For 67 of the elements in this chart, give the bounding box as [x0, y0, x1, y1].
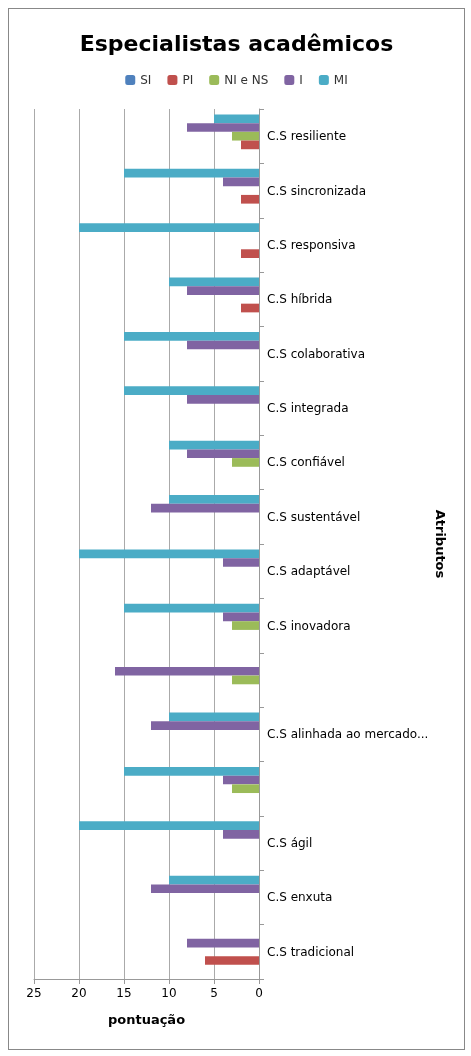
- bar: [124, 766, 259, 776]
- bar: [232, 131, 259, 141]
- y-tick-label: C.S confiável: [267, 455, 345, 470]
- bar: [124, 386, 259, 396]
- bar: [241, 303, 259, 313]
- bar: [223, 830, 259, 839]
- bar: [124, 603, 259, 613]
- bar: [79, 223, 259, 232]
- bar: [241, 140, 259, 150]
- bar: [124, 168, 259, 178]
- y-tick-label: C.S enxuta: [267, 890, 333, 905]
- x-tick-label: 5: [210, 986, 218, 1000]
- bar: [187, 340, 259, 350]
- bar: [232, 621, 259, 630]
- bar: [223, 558, 259, 567]
- bar: [169, 712, 259, 722]
- bar: [241, 249, 259, 258]
- y-tick-label: C.S colaborativa: [267, 346, 365, 361]
- x-tick-label: 10: [161, 986, 177, 1000]
- legend-label: MI: [333, 73, 348, 87]
- y-tick-label: C.S tradicional: [267, 944, 355, 959]
- y-tick-label: C.S ágil: [267, 836, 313, 851]
- bar: [232, 784, 259, 794]
- bar: [214, 114, 259, 124]
- bar: [187, 395, 259, 404]
- y-axis-title: Atributos: [433, 509, 448, 579]
- y-tick-label: C.S híbrida: [267, 292, 333, 307]
- legend-label: SI: [140, 73, 152, 87]
- bar: [232, 458, 259, 467]
- bar: [169, 277, 259, 287]
- bar: [169, 440, 259, 450]
- x-tick-label: 15: [116, 986, 132, 1000]
- x-axis-title: pontuação: [107, 1012, 186, 1027]
- y-tick-label: C.S alinhada ao mercado...: [267, 727, 429, 742]
- legend-label: NI e NS: [224, 73, 269, 87]
- x-tick-label: 20: [71, 986, 87, 1000]
- bar: [187, 938, 259, 948]
- bar: [223, 612, 259, 622]
- bar: [187, 123, 259, 132]
- bar: [187, 449, 259, 459]
- y-tick-label: C.S sincronizada: [267, 183, 366, 198]
- bar: [79, 549, 259, 559]
- legend-label: I: [299, 73, 303, 87]
- y-tick-label: C.S sustentável: [267, 509, 361, 524]
- bar: [124, 331, 259, 341]
- bar: [151, 503, 259, 513]
- y-tick-label: C.S integrada: [267, 401, 349, 416]
- chart-title: Especialistas acadêmicos: [79, 30, 394, 56]
- bar: [241, 194, 259, 204]
- bar: [151, 721, 259, 730]
- y-tick-label: C.S resiliente: [267, 129, 347, 144]
- bar: [115, 666, 259, 676]
- y-tick-label: C.S adaptável: [267, 564, 351, 579]
- bar: [169, 875, 259, 885]
- bar: [169, 495, 259, 504]
- bar: [223, 775, 259, 785]
- bar: [79, 821, 259, 831]
- bar: [205, 956, 259, 965]
- x-tick-label: 25: [26, 986, 42, 1000]
- bar: [232, 675, 259, 685]
- x-tick-label: 0: [255, 986, 263, 1000]
- bar: [223, 177, 259, 187]
- y-tick-label: C.S inovadora: [267, 618, 351, 633]
- bar: [187, 286, 259, 295]
- y-tick-label: C.S responsiva: [267, 237, 356, 252]
- bar: [151, 884, 259, 894]
- legend-label: PI: [182, 73, 194, 87]
